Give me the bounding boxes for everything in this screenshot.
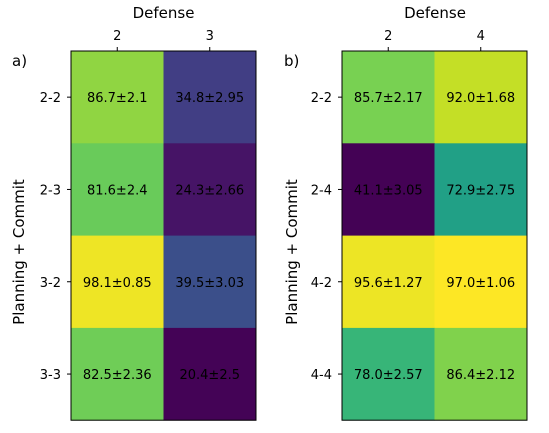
heatmap-cell-a-3-0 (71, 327, 164, 421)
heatmap-cell-b-3-1 (434, 327, 528, 421)
cell-value-label: 39.5±3.03 (175, 276, 244, 291)
heatmap-cell-a-0-0 (71, 51, 164, 144)
x-tick-label: 4 (477, 29, 485, 44)
heatmap-cell-a-2-1 (163, 235, 257, 329)
y-tick-label: 2-4 (311, 183, 332, 198)
cell-value-label: 78.0±2.57 (354, 368, 423, 383)
panel-label-a: a) (12, 52, 27, 70)
heatmap-cell-b-2-0 (342, 235, 435, 329)
cell-value-label: 86.4±2.12 (446, 368, 515, 383)
heatmap-cell-b-1-0 (342, 143, 435, 236)
heatmap-cell-a-1-1 (163, 143, 257, 236)
heatmap-cell-a-3-1 (163, 327, 257, 421)
y-tick-label: 4-2 (311, 276, 332, 291)
cell-value-label: 98.1±0.85 (83, 276, 152, 291)
cell-value-label: 92.0±1.68 (446, 91, 515, 106)
heatmap-cell-b-1-1 (434, 143, 528, 236)
heatmap-cell-a-1-0 (71, 143, 164, 236)
cell-value-label: 20.4±2.5 (179, 368, 240, 383)
cell-value-label: 41.1±3.05 (354, 183, 423, 198)
x-axis-title-b: Defense (404, 4, 466, 22)
x-tick-label: 2 (384, 29, 392, 44)
cell-value-label: 85.7±2.17 (354, 91, 423, 106)
heatmap-panel-a: a) Defense Planning + Commit 86.7±2.1 34.… (10, 4, 257, 421)
y-tick-label: 2-2 (311, 91, 332, 106)
y-tick-label: 3-2 (40, 276, 61, 291)
cell-value-label: 97.0±1.06 (446, 276, 515, 291)
cell-value-label: 82.5±2.36 (83, 368, 152, 383)
heatmap-cell-a-2-0 (71, 235, 164, 329)
y-tick-label: 4-4 (311, 368, 332, 383)
cell-value-label: 86.7±2.1 (87, 91, 148, 106)
cell-value-label: 72.9±2.75 (446, 183, 515, 198)
plot-frame-a (70, 50, 257, 421)
x-tick-label: 2 (113, 29, 121, 44)
cell-value-label: 81.6±2.4 (87, 183, 148, 198)
heatmap-cell-b-2-1 (434, 235, 528, 329)
heatmap-cell-a-0-1 (163, 51, 257, 144)
panel-label-b: b) (284, 52, 299, 70)
heatmap-cell-b-0-1 (434, 51, 528, 144)
heatmap-cells-b: 85.7±2.17 92.0±1.68 41.1±3.05 72.9±2.75 95.6… (342, 51, 528, 421)
y-ticks-b: 2-2 2-4 4-2 4-4 (311, 91, 342, 383)
cell-value-label: 24.3±2.66 (175, 183, 244, 198)
x-axis-title-a: Defense (133, 4, 195, 22)
y-tick-label: 3-3 (40, 368, 61, 383)
plot-frame-b (341, 50, 528, 421)
heatmap-panel-b: b) Defense Planning + Commit 85.7±2.17 92… (283, 4, 528, 421)
heatmap-cell-b-0-0 (342, 51, 435, 144)
y-tick-label: 2-3 (40, 183, 61, 198)
y-ticks-a: 2-2 2-3 3-2 3-3 (40, 91, 71, 383)
y-axis-title-b: Planning + Commit (283, 179, 301, 325)
heatmap-cells-a: 86.7±2.1 34.8±2.95 81.6±2.4 24.3±2.66 98.1±0… (71, 51, 257, 421)
cell-value-label: 34.8±2.95 (175, 91, 244, 106)
cell-value-label: 95.6±1.27 (354, 276, 423, 291)
y-tick-label: 2-2 (40, 91, 61, 106)
y-axis-title-a: Planning + Commit (10, 179, 28, 325)
heatmap-cell-b-3-0 (342, 327, 435, 421)
x-tick-label: 3 (206, 29, 214, 44)
